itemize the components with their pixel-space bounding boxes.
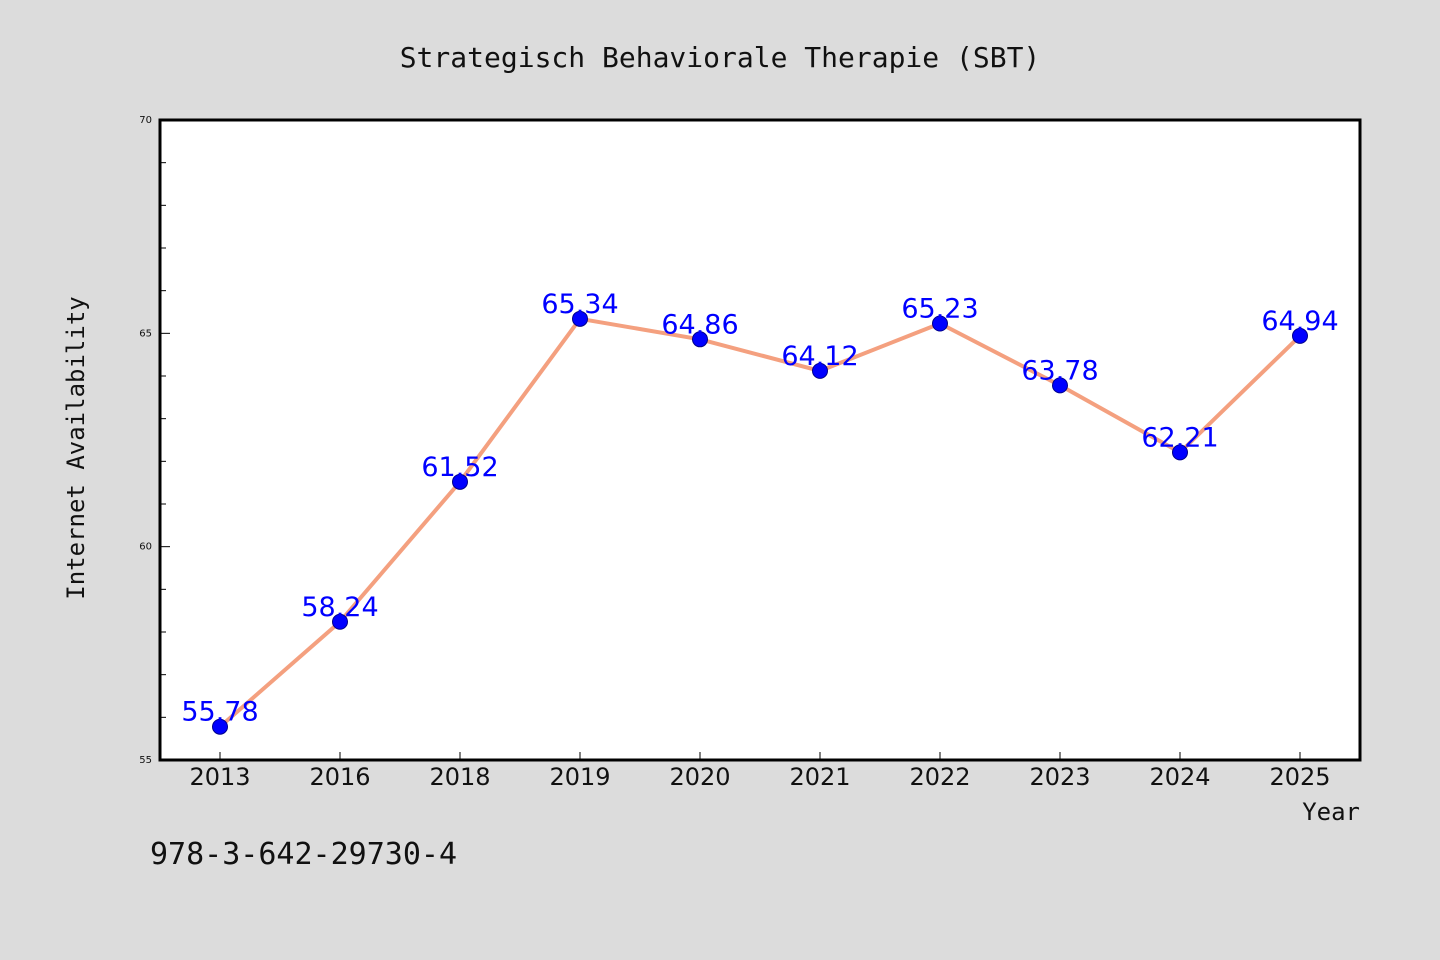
data-label: 61.52: [421, 452, 498, 483]
data-point: [1172, 444, 1188, 461]
plot-frame: [158, 118, 1362, 762]
data-label: 64.94: [1261, 306, 1338, 337]
x-tick-label: 2025: [1269, 763, 1330, 791]
data-point: [812, 362, 828, 379]
data-point: [572, 310, 588, 327]
series-line: [218, 316, 1302, 729]
data-point: [212, 718, 228, 735]
axis-ticks: 2013 2016 2018 2019 2020 2021 2022 2023 2024 2025…: [139, 115, 1330, 791]
x-tick-label: 2018: [429, 763, 490, 791]
data-point: [332, 613, 348, 630]
x-tick-label: 2021: [789, 763, 850, 791]
data-label: 64.86: [661, 309, 738, 340]
x-tick-label: 2013: [189, 763, 250, 791]
data-label: 65.34: [541, 289, 618, 320]
y-tick-label: 70: [139, 115, 152, 126]
data-point: [692, 331, 708, 348]
data-point: [932, 315, 948, 332]
data-labels: 55.78 58.24 61.52 65.34 64.86 64.12 65.23 63.78…: [181, 289, 1338, 728]
data-label: 65.23: [901, 294, 978, 325]
data-label: 63.78: [1021, 355, 1098, 386]
x-tick-label: 2024: [1149, 763, 1210, 791]
series-group: [212, 310, 1308, 735]
y-tick-label: 65: [139, 328, 152, 339]
footnote-isbn: 978-3-642-29730-4: [150, 837, 457, 872]
data-label: 62.21: [1141, 422, 1218, 453]
data-label: 64.12: [781, 341, 858, 372]
y-tick-label: 60: [139, 542, 152, 553]
x-tick-label: 2019: [549, 763, 610, 791]
y-axis-title: Internet Availability: [62, 296, 90, 599]
x-tick-label: 2023: [1029, 763, 1090, 791]
data-label: 55.78: [181, 697, 258, 728]
x-tick-label: 2022: [909, 763, 970, 791]
data-point: [1052, 377, 1068, 394]
x-axis-title: Year: [1302, 798, 1360, 826]
y-tick-label: 55: [139, 755, 152, 766]
data-point: [452, 473, 468, 490]
x-tick-label: 2016: [309, 763, 370, 791]
data-label: 58.24: [301, 592, 378, 623]
chart-title: Strategisch Behaviorale Therapie (SBT): [400, 41, 1041, 74]
x-tick-label: 2020: [669, 763, 730, 791]
data-point: [1292, 327, 1308, 344]
